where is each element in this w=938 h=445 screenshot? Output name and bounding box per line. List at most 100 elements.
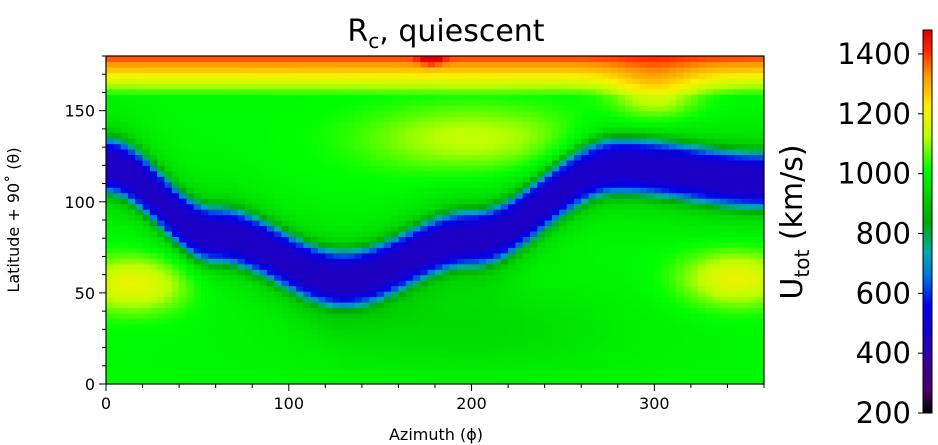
heatmap-cell: [435, 241, 443, 248]
heatmap-cell: [222, 143, 231, 150]
heatmap-cell: [551, 307, 560, 314]
heatmap-cell: [361, 329, 370, 336]
heatmap-cell: [486, 291, 495, 298]
heatmap-cell: [361, 159, 370, 166]
heatmap-cell: [647, 105, 655, 112]
heatmap-cell: [259, 209, 268, 216]
heatmap-cell: [288, 345, 297, 352]
heatmap-cell: [303, 318, 312, 325]
heatmap-cell: [610, 258, 619, 265]
heatmap-cell: [237, 138, 246, 145]
heatmap-cell: [186, 367, 195, 374]
heatmap-cell: [610, 236, 619, 243]
heatmap-cell: [603, 165, 612, 172]
heatmap-cell: [164, 312, 173, 319]
heatmap-cell: [237, 241, 246, 248]
heatmap-cell: [157, 116, 166, 123]
heatmap-cell: [318, 209, 326, 216]
heatmap-cell: [515, 61, 524, 68]
heatmap-cell: [442, 378, 451, 384]
heatmap-cell: [252, 143, 261, 150]
heatmap-cell: [632, 116, 641, 123]
heatmap-cell: [683, 159, 692, 166]
heatmap-cell: [508, 334, 517, 341]
heatmap-cell: [244, 291, 253, 298]
heatmap-cell: [427, 176, 436, 183]
heatmap-cell: [442, 72, 451, 79]
heatmap-cell: [113, 291, 122, 298]
heatmap-cell: [266, 334, 275, 341]
heatmap-cell: [244, 203, 253, 210]
heatmap-cell: [266, 247, 275, 254]
heatmap-cell: [603, 225, 612, 232]
heatmap-cell: [610, 99, 619, 106]
heatmap-cell: [647, 318, 655, 325]
heatmap-cell: [551, 187, 560, 194]
heatmap-cell: [668, 318, 677, 325]
heatmap-cell: [427, 247, 436, 254]
heatmap-cell: [310, 236, 319, 243]
heatmap-cell: [486, 230, 495, 237]
heatmap-cell: [668, 241, 677, 248]
heatmap-cell: [252, 340, 261, 347]
heatmap-cell: [149, 252, 158, 259]
heatmap-cell: [369, 176, 378, 183]
heatmap-cell: [588, 247, 597, 254]
heatmap-cell: [478, 99, 487, 106]
heatmap-cell: [106, 312, 114, 319]
heatmap-cell: [157, 263, 166, 270]
heatmap-cell: [654, 373, 663, 380]
heatmap-cell: [244, 88, 253, 95]
heatmap-cell: [318, 77, 326, 84]
heatmap-cell: [478, 252, 487, 259]
heatmap-cell: [617, 334, 626, 341]
heatmap-cell: [603, 99, 612, 106]
heatmap-cell: [508, 66, 517, 73]
heatmap-cell: [676, 105, 685, 112]
heatmap-cell: [530, 176, 538, 183]
heatmap-cell: [332, 351, 341, 358]
heatmap-cell: [603, 66, 612, 73]
heatmap-cell: [559, 252, 568, 259]
heatmap-cell: [632, 165, 641, 172]
heatmap-cell: [698, 340, 707, 347]
heatmap-cell: [113, 367, 122, 374]
heatmap-cell: [456, 143, 465, 150]
heatmap-cell: [610, 296, 619, 303]
heatmap-cell: [303, 340, 312, 347]
heatmap-cell: [464, 302, 473, 309]
heatmap-cell: [347, 323, 356, 330]
heatmap-cell: [259, 236, 268, 243]
heatmap-cell: [186, 165, 195, 172]
heatmap-cell: [127, 263, 136, 270]
heatmap-cell: [318, 88, 326, 95]
heatmap-cell: [515, 159, 524, 166]
heatmap-cell: [252, 61, 261, 68]
heatmap-cell: [222, 176, 231, 183]
heatmap-cell: [654, 269, 663, 276]
heatmap-cell: [281, 165, 290, 172]
heatmap-cell: [705, 351, 714, 358]
heatmap-cell: [435, 258, 443, 265]
heatmap-cell: [318, 291, 326, 298]
heatmap-cell: [581, 56, 590, 63]
heatmap-cell: [266, 77, 275, 84]
heatmap-cell: [135, 280, 144, 287]
heatmap-cell: [486, 378, 495, 384]
heatmap-cell: [427, 154, 436, 161]
heatmap-cell: [281, 170, 290, 177]
heatmap-cell: [274, 362, 283, 369]
heatmap-cell: [361, 170, 370, 177]
heatmap-cell: [237, 181, 246, 188]
heatmap-cell: [595, 247, 604, 254]
heatmap-cell: [420, 165, 429, 172]
heatmap-cell: [398, 323, 407, 330]
heatmap-cell: [530, 148, 538, 155]
heatmap-cell: [288, 143, 297, 150]
heatmap-cell: [559, 116, 568, 123]
heatmap-cell: [617, 105, 626, 112]
heatmap-cell: [508, 318, 517, 325]
heatmap-cell: [113, 225, 122, 232]
heatmap-cell: [222, 203, 231, 210]
heatmap-cell: [120, 83, 129, 90]
